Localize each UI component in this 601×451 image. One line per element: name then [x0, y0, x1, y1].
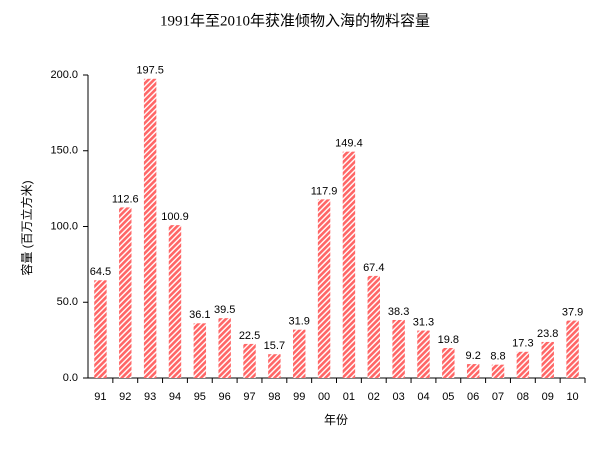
data-label: 8.8 — [490, 351, 505, 363]
data-label: 38.3 — [388, 306, 409, 318]
bar — [317, 199, 331, 378]
y-tick-label: 0.0 — [63, 372, 78, 384]
x-tick-label: 10 — [566, 391, 578, 403]
x-tick-label: 07 — [492, 391, 504, 403]
x-axis-label: 年份 — [324, 413, 348, 427]
bar — [442, 348, 455, 378]
chart-title: 1991年至2010年获准倾物入海的物料容量 — [160, 12, 430, 29]
bar — [119, 207, 132, 378]
x-tick-label: 09 — [542, 391, 554, 403]
data-label: 149.4 — [335, 138, 363, 150]
bar — [243, 343, 256, 378]
data-label: 39.5 — [214, 304, 235, 316]
bar — [268, 354, 281, 378]
data-label: 9.2 — [466, 350, 481, 362]
x-tick-label: 95 — [194, 391, 206, 403]
bar — [367, 275, 380, 378]
y-tick-label: 200.0 — [50, 69, 78, 81]
bar — [94, 280, 107, 378]
data-label: 67.4 — [363, 262, 384, 274]
x-tick-label: 92 — [119, 391, 131, 403]
bar — [466, 364, 480, 378]
y-tick-label: 100.0 — [50, 220, 78, 232]
bar — [168, 225, 182, 378]
data-label: 100.9 — [161, 211, 189, 223]
bar — [293, 329, 306, 378]
data-label: 22.5 — [239, 330, 260, 342]
x-tick-label: 97 — [243, 391, 255, 403]
data-label: 37.9 — [562, 306, 583, 318]
x-tick-label: 98 — [268, 391, 280, 403]
y-tick-label: 150.0 — [50, 145, 78, 157]
x-tick-label: 08 — [517, 391, 529, 403]
data-label: 64.5 — [90, 266, 111, 278]
x-tick-label: 02 — [368, 391, 380, 403]
x-tick-label: 05 — [442, 391, 454, 403]
x-tick-label: 91 — [94, 391, 106, 403]
x-tick-label: 99 — [293, 391, 305, 403]
bar — [193, 323, 207, 378]
bar — [342, 151, 356, 378]
data-label: 17.3 — [512, 338, 533, 350]
bar — [392, 319, 405, 378]
x-tick-label: 94 — [169, 391, 181, 403]
bar — [417, 330, 430, 378]
bar — [143, 78, 157, 378]
data-label: 117.9 — [311, 185, 338, 197]
x-tick-label: 03 — [393, 391, 405, 403]
data-label: 23.8 — [537, 328, 558, 340]
x-tick-label: 93 — [144, 391, 156, 403]
bar — [491, 364, 505, 378]
x-tick-label: 00 — [318, 391, 330, 403]
bar — [218, 318, 231, 378]
data-label: 15.7 — [264, 340, 285, 352]
x-tick-label: 01 — [343, 391, 355, 403]
data-label: 31.9 — [289, 316, 310, 328]
data-label: 197.5 — [136, 65, 164, 77]
x-tick-label: 96 — [219, 391, 231, 403]
data-label: 31.3 — [413, 316, 434, 328]
x-tick-label: 04 — [417, 391, 429, 403]
data-label: 112.6 — [112, 193, 139, 205]
y-tick-label: 50.0 — [57, 296, 78, 308]
x-tick-label: 06 — [467, 391, 479, 403]
y-axis-label: 容量 (百万立方米) — [19, 180, 34, 275]
data-label: 36.1 — [189, 309, 210, 321]
bar — [566, 320, 579, 378]
data-label: 19.8 — [438, 334, 459, 346]
bar — [516, 351, 530, 378]
bar — [541, 341, 554, 378]
